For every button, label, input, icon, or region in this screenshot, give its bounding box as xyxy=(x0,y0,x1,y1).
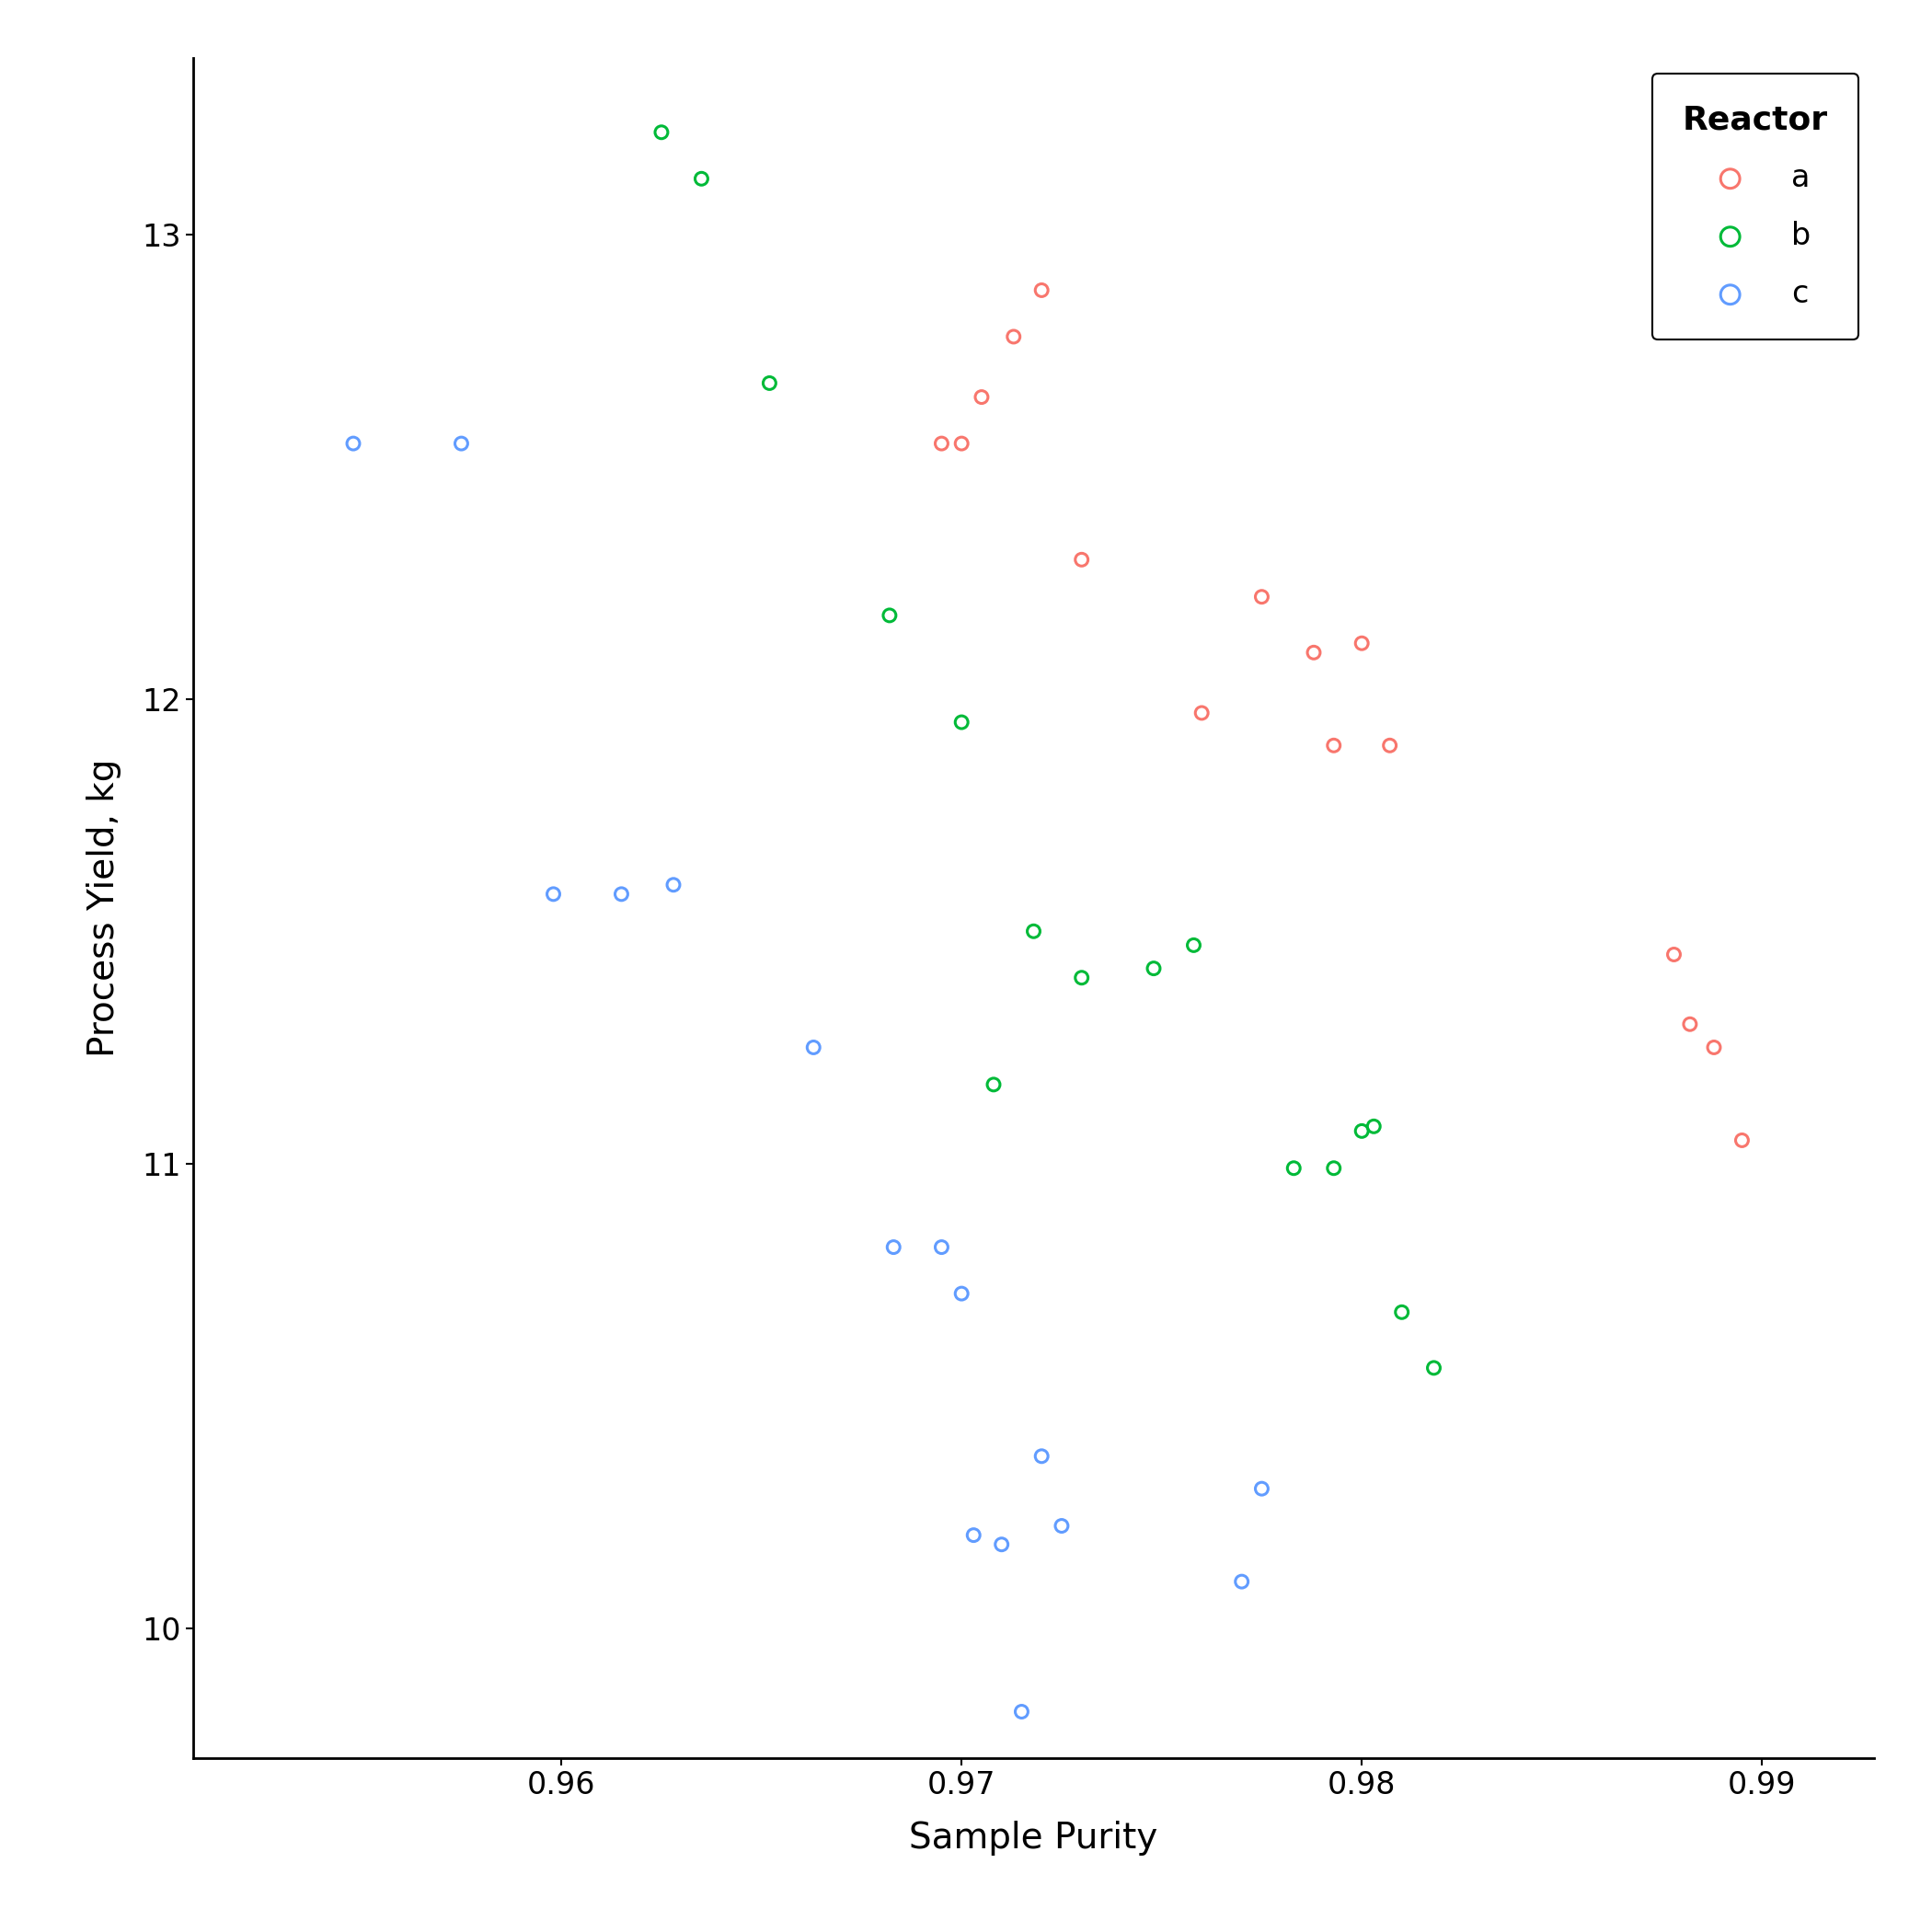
b xyxy=(1138,952,1169,983)
b xyxy=(1066,962,1097,993)
c xyxy=(338,429,369,460)
b xyxy=(947,707,978,738)
a xyxy=(1298,638,1329,668)
b xyxy=(1318,1153,1349,1184)
a xyxy=(1246,582,1277,612)
c xyxy=(1227,1567,1258,1598)
b xyxy=(753,367,784,398)
b xyxy=(1179,929,1209,960)
a xyxy=(999,321,1030,352)
c xyxy=(877,1233,910,1264)
b xyxy=(1279,1153,1310,1184)
a xyxy=(1186,697,1217,728)
c xyxy=(446,429,477,460)
a xyxy=(925,429,956,460)
b xyxy=(873,601,904,632)
c xyxy=(1007,1696,1037,1727)
a xyxy=(966,383,997,413)
c xyxy=(947,1279,978,1310)
a xyxy=(1374,730,1405,761)
c xyxy=(607,879,638,910)
b xyxy=(1387,1296,1418,1327)
c xyxy=(985,1528,1016,1559)
b xyxy=(1418,1352,1449,1383)
X-axis label: Sample Purity: Sample Purity xyxy=(910,1822,1157,1857)
a xyxy=(1675,1009,1706,1039)
a xyxy=(1727,1124,1758,1155)
b xyxy=(1347,1115,1378,1146)
b xyxy=(686,164,717,195)
a xyxy=(1066,545,1097,576)
c xyxy=(537,879,568,910)
a xyxy=(1658,939,1689,970)
b xyxy=(1018,916,1049,947)
Legend: a, b, c: a, b, c xyxy=(1652,73,1859,340)
Y-axis label: Process Yield, kg: Process Yield, kg xyxy=(87,759,122,1057)
a xyxy=(1026,274,1057,305)
c xyxy=(925,1233,956,1264)
c xyxy=(1026,1441,1057,1472)
a xyxy=(1318,730,1349,761)
a xyxy=(1347,628,1378,659)
b xyxy=(645,116,676,147)
a xyxy=(1698,1032,1729,1063)
c xyxy=(798,1032,829,1063)
c xyxy=(1045,1511,1076,1542)
c xyxy=(1246,1474,1277,1505)
a xyxy=(947,429,978,460)
c xyxy=(659,869,690,900)
b xyxy=(978,1068,1009,1099)
c xyxy=(958,1520,989,1551)
b xyxy=(1358,1111,1389,1142)
